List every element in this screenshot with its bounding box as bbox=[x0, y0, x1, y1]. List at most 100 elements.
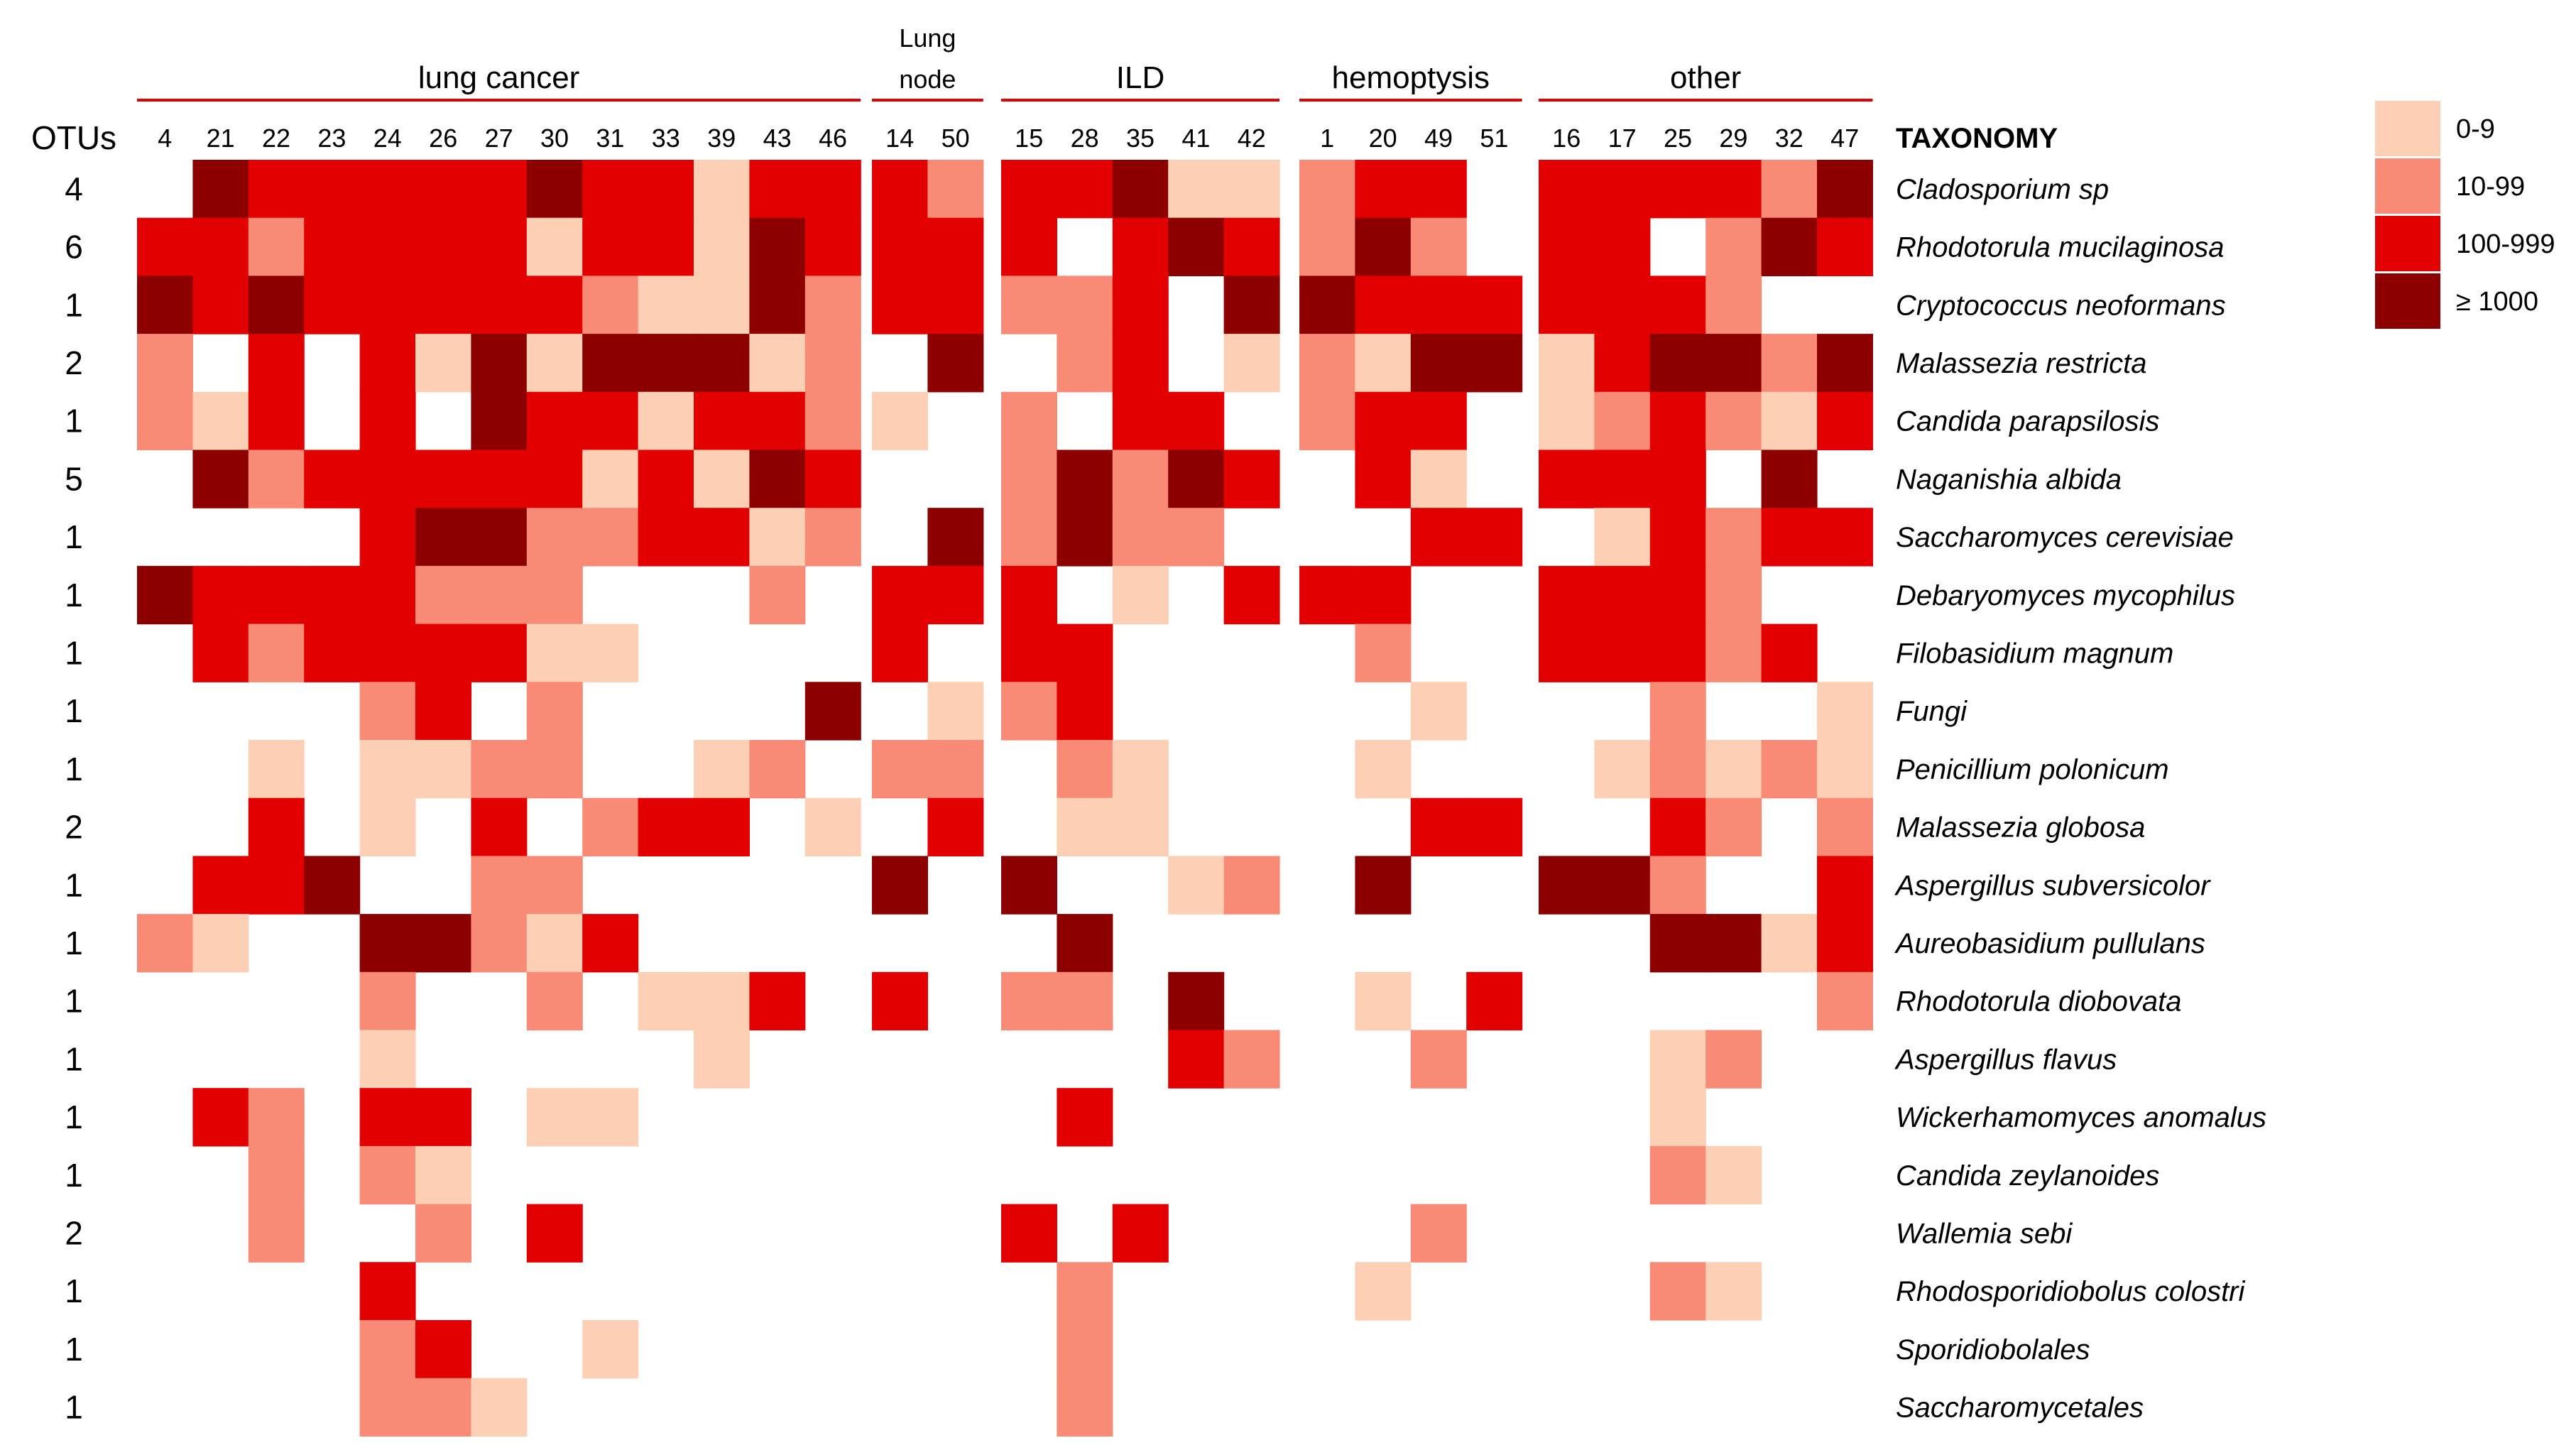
legend-swatch bbox=[2375, 101, 2440, 156]
heatmap-cell bbox=[694, 449, 750, 508]
heatmap-cell bbox=[749, 971, 806, 1031]
heatmap-cell bbox=[1057, 1378, 1113, 1437]
heatmap-cell bbox=[804, 276, 861, 334]
heatmap-cell bbox=[638, 449, 694, 508]
heatmap-cell bbox=[526, 914, 583, 973]
heatmap-cell bbox=[582, 276, 639, 334]
heatmap-cell bbox=[1299, 160, 1355, 219]
heatmap-cell bbox=[471, 1378, 528, 1437]
heatmap-cell bbox=[1355, 276, 1412, 334]
heatmap-cell bbox=[248, 623, 305, 682]
heatmap-cell bbox=[1761, 334, 1818, 393]
heatmap-cell bbox=[359, 1320, 416, 1379]
heatmap-cell bbox=[1761, 160, 1818, 219]
sample-label: 33 bbox=[652, 124, 680, 153]
heatmap-cell bbox=[359, 740, 416, 799]
heatmap-cell bbox=[694, 1030, 750, 1089]
sample-label: 42 bbox=[1238, 124, 1266, 153]
heatmap-cell bbox=[749, 217, 806, 276]
heatmap-cell bbox=[1539, 276, 1595, 334]
sample-label: 14 bbox=[885, 124, 914, 153]
heatmap-cell bbox=[694, 971, 750, 1031]
taxon-name: Saccharomyces cerevisiae bbox=[1896, 522, 2234, 553]
sample-label: 46 bbox=[819, 124, 847, 153]
heatmap-cell bbox=[1649, 276, 1706, 334]
heatmap-cell bbox=[304, 217, 361, 276]
group-label: hemoptysis bbox=[1332, 60, 1490, 95]
heatmap-cell bbox=[1355, 334, 1412, 393]
heatmap-cell bbox=[1001, 276, 1057, 334]
heatmap-cell bbox=[1057, 682, 1113, 741]
heatmap-cell bbox=[1223, 276, 1280, 334]
heatmap-cell bbox=[582, 1320, 639, 1379]
taxon-name: Candida parapsilosis bbox=[1896, 406, 2159, 437]
heatmap-cell bbox=[359, 1145, 416, 1205]
heatmap-cell bbox=[1001, 565, 1057, 625]
heatmap-cell bbox=[1057, 914, 1113, 973]
taxon-name: Saccharomycetales bbox=[1896, 1393, 2144, 1424]
taxon-name: Sporidiobolales bbox=[1896, 1334, 2090, 1366]
heatmap-cell bbox=[526, 391, 583, 451]
heatmap-cell bbox=[694, 160, 750, 219]
otu-count: 1 bbox=[65, 983, 83, 1020]
heatmap-cell bbox=[359, 160, 416, 219]
heatmap-cell bbox=[1649, 682, 1706, 741]
heatmap-cell bbox=[1355, 1262, 1412, 1321]
heatmap-cell bbox=[1705, 334, 1762, 393]
heatmap-cells bbox=[137, 160, 1873, 1437]
heatmap-cell bbox=[1355, 565, 1412, 625]
heatmap-cell bbox=[1539, 334, 1595, 393]
heatmap-cell bbox=[415, 740, 471, 799]
heatmap-cell bbox=[638, 971, 694, 1031]
heatmap-cell bbox=[694, 797, 750, 856]
sample-label: 15 bbox=[1015, 124, 1043, 153]
sample-column-labels: 4 21 22 23 24 26 27 30 31 33 39 43 46 14 50 15 28 35 41 42 1… bbox=[158, 124, 1859, 153]
heatmap-cell bbox=[927, 682, 984, 741]
heatmap-cell bbox=[248, 565, 305, 625]
heatmap-cell bbox=[1223, 565, 1280, 625]
heatmap-cell bbox=[415, 1204, 471, 1263]
heatmap-cell bbox=[304, 565, 361, 625]
heatmap-cell bbox=[694, 508, 750, 567]
heatmap-cell bbox=[927, 740, 984, 799]
heatmap-cell bbox=[526, 334, 583, 393]
heatmap-cell bbox=[415, 160, 471, 219]
sample-label: 1 bbox=[1320, 124, 1334, 153]
taxon-name: Aureobasidium pullulans bbox=[1894, 928, 2205, 959]
heatmap-cell bbox=[1539, 449, 1595, 508]
heatmap-cell bbox=[1594, 160, 1651, 219]
heatmap-cell bbox=[694, 740, 750, 799]
heatmap-cell bbox=[1112, 276, 1169, 334]
heatmap-cell bbox=[872, 391, 928, 451]
heatmap-cell bbox=[749, 449, 806, 508]
otu-count: 1 bbox=[65, 1389, 83, 1426]
heatmap-cell bbox=[1817, 334, 1873, 393]
group-label: ILD bbox=[1116, 60, 1164, 95]
heatmap-cell bbox=[1112, 217, 1169, 276]
heatmap-cell bbox=[804, 334, 861, 393]
group-label: node bbox=[899, 65, 956, 94]
heatmap-cell bbox=[1705, 160, 1762, 219]
sample-label: 32 bbox=[1775, 124, 1803, 153]
otu-count: 1 bbox=[65, 635, 83, 672]
heatmap-cell bbox=[804, 449, 861, 508]
heatmap-cell bbox=[1761, 914, 1818, 973]
heatmap-cell bbox=[359, 1262, 416, 1321]
heatmap-cell bbox=[471, 276, 528, 334]
heatmap-cell bbox=[1168, 971, 1225, 1031]
heatmap-cell bbox=[1410, 1204, 1467, 1263]
heatmap-cell bbox=[1057, 1320, 1113, 1379]
heatmap-cell bbox=[137, 914, 193, 973]
heatmap-cell bbox=[804, 160, 861, 219]
heatmap-cell bbox=[304, 623, 361, 682]
heatmap-cell bbox=[1001, 623, 1057, 682]
heatmap-cell bbox=[526, 971, 583, 1031]
heatmap-cell bbox=[1539, 623, 1595, 682]
heatmap-cell bbox=[1594, 334, 1651, 393]
heatmap-cell bbox=[359, 971, 416, 1031]
taxon-name: Wickerhamomyces anomalus bbox=[1896, 1102, 2266, 1133]
heatmap-cell bbox=[248, 334, 305, 393]
heatmap-cell bbox=[415, 334, 471, 393]
taxonomy-header: TAXONOMY bbox=[1896, 123, 2058, 154]
heatmap-cell bbox=[638, 217, 694, 276]
